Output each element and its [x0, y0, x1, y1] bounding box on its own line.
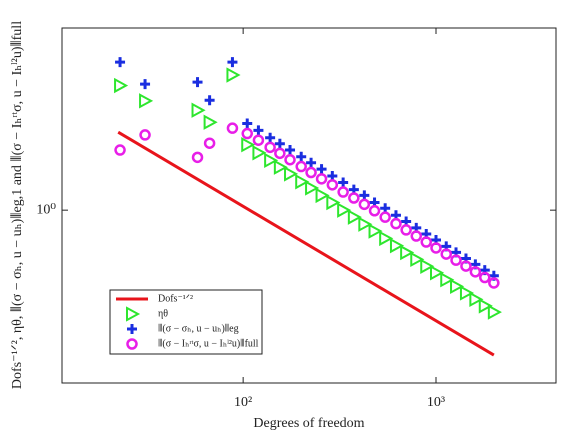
point: [389, 237, 405, 254]
point: [139, 93, 154, 109]
point: [410, 251, 425, 268]
point: [430, 242, 442, 254]
point: [368, 205, 381, 217]
point: [115, 57, 126, 68]
point: [410, 230, 423, 242]
point: [338, 177, 349, 188]
point: [265, 132, 276, 143]
point: [368, 223, 383, 239]
point: [358, 216, 373, 232]
y-axis-label: Dofs⁻¹ᐟ², ηθ, ⦀(σ − σₕ, u − uₕ)⦀eg,1 and…: [10, 21, 25, 389]
point: [420, 236, 432, 248]
point: [450, 278, 465, 295]
point: [306, 157, 317, 168]
point: [191, 102, 206, 118]
point: [203, 137, 216, 149]
point: [440, 248, 452, 260]
point: [488, 277, 500, 289]
point: [274, 138, 285, 149]
legend-label: ηθ: [158, 308, 168, 319]
point: [295, 160, 307, 173]
point: [379, 211, 391, 223]
point: [315, 173, 328, 185]
point: [203, 114, 218, 130]
x-tick-label: 10²: [234, 395, 252, 410]
point: [478, 298, 493, 314]
point: [347, 209, 362, 225]
point: [337, 186, 349, 198]
point: [284, 153, 296, 166]
point: [192, 77, 203, 88]
legend-swatch: [126, 338, 138, 350]
point: [420, 258, 435, 274]
legend-label: ⦀(σ − Iₕʳᵗσ, u − Iₕˡ²u)⦀full: [158, 338, 259, 349]
point: [204, 95, 215, 106]
point: [285, 145, 296, 156]
point: [440, 272, 455, 288]
y-tick-label: 10⁰: [36, 202, 56, 217]
point: [379, 230, 394, 247]
legend-label: ⦀(σ − σₕ, u − uₕ)⦀eg: [158, 323, 239, 334]
point: [450, 254, 462, 266]
point: [460, 260, 472, 272]
point: [337, 202, 352, 218]
point: [296, 151, 307, 162]
point: [273, 159, 288, 175]
point: [326, 194, 341, 211]
point: [252, 134, 265, 146]
point: [114, 144, 126, 156]
series-line: [117, 130, 495, 357]
point: [326, 179, 339, 191]
point: [479, 271, 491, 284]
point: [459, 285, 475, 301]
legend-label: Dofs⁻¹ᐟ²: [158, 293, 193, 304]
point: [430, 265, 445, 281]
point: [139, 129, 151, 141]
point: [274, 147, 286, 160]
point: [315, 187, 330, 204]
point: [226, 67, 241, 83]
point: [400, 244, 415, 261]
point: [241, 127, 253, 140]
point: [469, 266, 482, 278]
x-tick-label: 10³: [427, 395, 445, 410]
point: [469, 291, 484, 308]
point: [348, 192, 360, 204]
point: [487, 304, 502, 320]
point: [252, 145, 267, 161]
point: [140, 79, 151, 90]
point: [227, 57, 238, 68]
point: [242, 118, 253, 129]
plot-frame: [61, 27, 557, 384]
point: [295, 174, 310, 190]
point: [284, 166, 299, 182]
point: [264, 141, 276, 154]
legend-swatch: [127, 324, 137, 334]
point: [241, 137, 256, 153]
point: [114, 77, 129, 94]
x-axis-label: Degrees of freedom: [253, 416, 364, 431]
point: [264, 152, 279, 169]
point: [400, 224, 412, 236]
point: [358, 198, 371, 211]
point: [305, 180, 320, 196]
point: [226, 122, 239, 134]
point: [316, 164, 327, 175]
point: [305, 166, 317, 179]
legend-swatch: [126, 306, 141, 322]
point: [253, 125, 264, 136]
point: [191, 151, 204, 164]
point: [390, 217, 402, 230]
